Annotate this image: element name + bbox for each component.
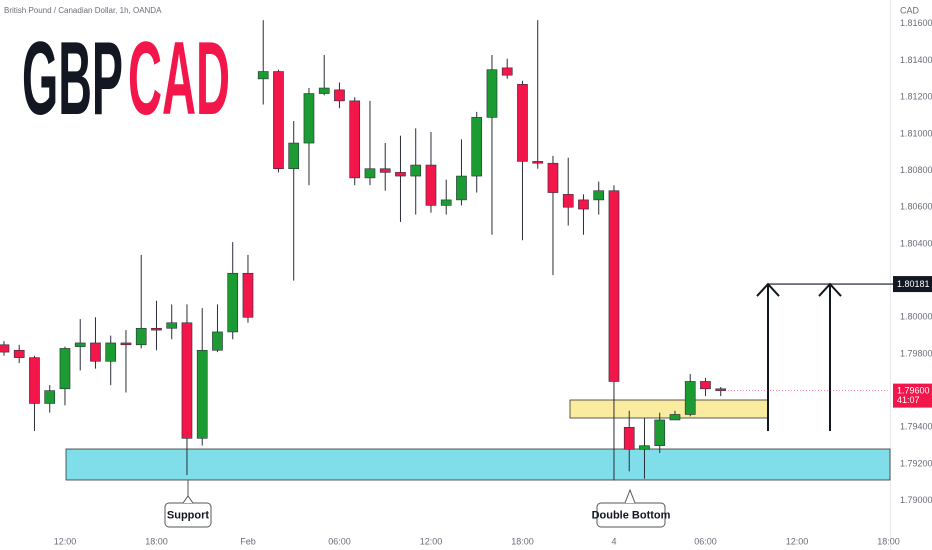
candle-body: [0, 344, 10, 353]
x-tick-label: 06:00: [694, 536, 717, 546]
y-tick-label: 1.81600: [900, 18, 932, 28]
current-price-label: 1.79600: [897, 385, 930, 395]
candle-body: [257, 71, 269, 80]
y-tick-label: 1.79200: [900, 458, 932, 468]
candle-body: [456, 175, 467, 201]
support-tip: [182, 495, 194, 504]
title-quote: CAD: [128, 21, 230, 137]
y-tick-label: 1.79000: [900, 495, 932, 505]
candle-body: [349, 100, 361, 179]
candle-body: [715, 388, 727, 391]
candle-body: [105, 342, 117, 362]
candle-body: [684, 381, 696, 415]
x-tick-label: 12:00: [420, 536, 443, 546]
candle-body: [425, 164, 437, 206]
candle-body: [196, 349, 208, 439]
candle-body: [151, 327, 162, 331]
candle-body: [242, 272, 254, 318]
candle-body: [501, 67, 513, 76]
y-tick-label: 1.81200: [900, 92, 932, 102]
candle-body: [212, 331, 223, 351]
current-price-box: [893, 383, 932, 408]
candle-body: [486, 69, 498, 118]
candles: [0, 20, 727, 481]
candle-body: [303, 93, 315, 144]
candle-body: [166, 322, 178, 329]
double-bottom-label: Double Bottom: [592, 509, 671, 521]
candle-body: [74, 342, 86, 347]
y-tick-label: 1.79800: [900, 348, 932, 358]
title-base: GBP: [22, 21, 123, 137]
y-tick-label: 1.80600: [900, 202, 932, 212]
candle-body: [471, 117, 483, 177]
y-tick-label: 1.79400: [900, 422, 932, 432]
candle-body: [120, 342, 132, 346]
x-tick-label: 18:00: [877, 536, 900, 546]
candle-body: [562, 194, 574, 208]
x-tick-label: 06:00: [328, 536, 351, 546]
candle-body: [273, 71, 284, 170]
candle-body: [654, 419, 666, 446]
y-tick-label: 1.80400: [900, 238, 932, 248]
candle-body: [608, 190, 620, 382]
double-bottom-tip: [624, 488, 636, 504]
candle-body: [135, 327, 147, 346]
price-line-box: [893, 276, 932, 293]
arrow-head: [756, 282, 780, 297]
candle-body: [288, 142, 300, 170]
candle-body: [364, 168, 376, 179]
candle-body: [90, 342, 101, 362]
y-tick-label: 1.80800: [900, 165, 932, 175]
price-line-label: 1.80181: [897, 279, 930, 289]
candle-body: [669, 414, 681, 421]
candle-body: [334, 89, 345, 102]
x-tick-label: Feb: [240, 536, 256, 546]
y-tick-label: 1.80000: [900, 312, 932, 322]
candle-body: [593, 190, 605, 201]
arrow-head: [818, 282, 842, 297]
y-tick-label: 1.81400: [900, 55, 932, 65]
candle-body: [59, 348, 71, 390]
header: British Pound / Canadian Dollar, 1h, OAN…: [4, 6, 162, 15]
x-tick-label: 12:00: [786, 536, 809, 546]
candle-body: [318, 87, 330, 94]
candle-body: [227, 272, 239, 333]
candle-body: [623, 427, 635, 450]
candle-body: [379, 168, 391, 173]
candle-body: [517, 84, 528, 162]
candle-body: [578, 199, 589, 210]
x-tick-label: 18:00: [145, 536, 168, 546]
countdown: 41:07: [897, 395, 920, 405]
candle-body: [395, 172, 406, 177]
support-label: Support: [167, 509, 209, 521]
candle-body: [547, 162, 559, 193]
candle-body: [410, 164, 422, 177]
x-tick-label: 12:00: [54, 536, 77, 546]
candle-body: [44, 390, 56, 404]
currency: CAD: [900, 5, 920, 15]
support-zone: [65, 448, 891, 481]
candle-body: [440, 199, 452, 206]
resistance-zone: [569, 399, 769, 419]
candle-body: [532, 161, 544, 164]
candle-body: [181, 322, 193, 439]
candle-body: [639, 445, 650, 450]
y-tick-label: 1.81000: [900, 128, 932, 138]
candle-body: [700, 381, 711, 390]
x-tick-label: 4: [611, 536, 616, 546]
candle-body: [13, 349, 25, 358]
candle-body: [29, 357, 40, 404]
x-tick-label: 18:00: [511, 536, 534, 546]
